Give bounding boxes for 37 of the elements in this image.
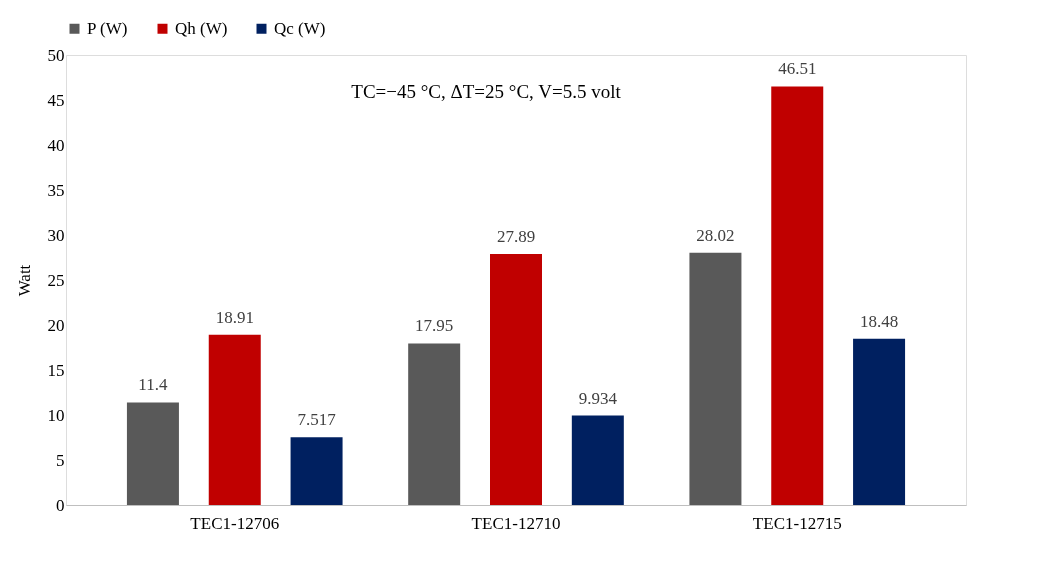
- y-tick-label: 0: [56, 495, 65, 515]
- data-label: 17.95: [415, 316, 454, 336]
- y-tick-label: 50: [47, 45, 65, 65]
- legend-label: P (W): [87, 18, 128, 38]
- x-tick-label: TEC1-12715: [752, 513, 842, 533]
- data-label: 7.517: [297, 410, 337, 430]
- data-label: 18.91: [215, 307, 254, 327]
- annotation: TC=−45 °C, ΔT=25 °C, V=5.5 volt: [351, 81, 622, 102]
- data-label: 18.48: [859, 311, 899, 331]
- data-label: 11.4: [138, 375, 168, 395]
- bar: [689, 252, 742, 505]
- bar: [853, 338, 906, 505]
- bar: [290, 437, 343, 505]
- data-label: 46.51: [778, 59, 817, 79]
- y-tick-label: 10: [47, 405, 65, 425]
- y-tick-label: 30: [47, 225, 65, 245]
- data-label: 28.02: [696, 225, 735, 245]
- y-tick-label: 20: [47, 315, 65, 335]
- y-tick-label: 35: [47, 180, 65, 200]
- x-tick-label: TEC1-12706: [190, 513, 280, 533]
- data-label: 9.934: [578, 388, 618, 408]
- data-label: 27.89: [496, 226, 536, 246]
- bar: [771, 86, 824, 505]
- y-tick-label: 15: [47, 360, 65, 380]
- y-tick-label: 25: [47, 270, 65, 290]
- x-tick-label: TEC1-12710: [471, 513, 561, 533]
- bar: [490, 253, 542, 505]
- y-tick-label: 40: [47, 135, 65, 155]
- bar: [208, 334, 261, 505]
- y-axis-title: Watt: [14, 264, 34, 297]
- bar: [571, 415, 624, 505]
- y-tick-label: 45: [47, 90, 65, 110]
- bar: [126, 402, 179, 505]
- bar: [408, 343, 461, 505]
- y-tick-label: 5: [56, 450, 65, 470]
- legend-label: Qh (W): [175, 18, 228, 38]
- legend-label: Qc (W): [274, 18, 326, 38]
